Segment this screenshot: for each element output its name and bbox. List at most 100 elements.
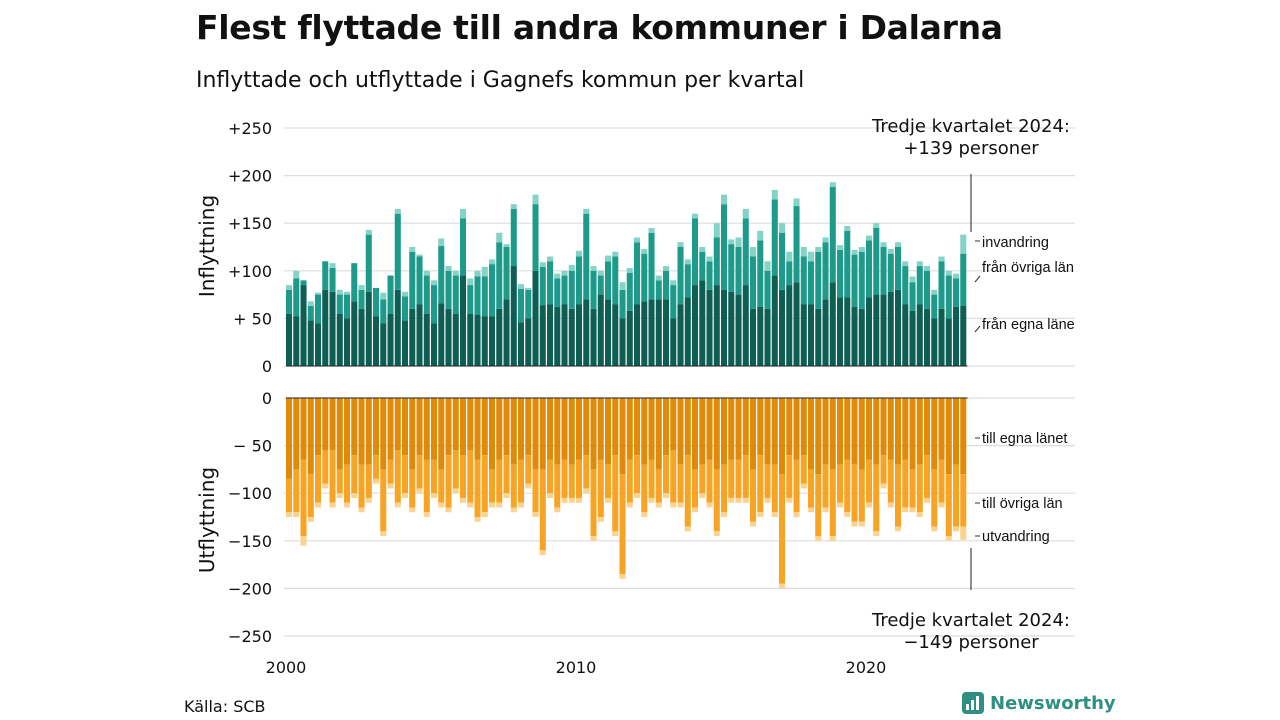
bar-out-own	[365, 398, 372, 465]
bar-in-other	[510, 208, 517, 267]
series-label-in: från egna läne	[982, 317, 1075, 333]
bar-in-abroad	[953, 273, 960, 279]
bar-out-own	[887, 398, 894, 460]
bar-out-own	[452, 398, 459, 451]
bar-out-other	[771, 464, 778, 513]
bar-in-own	[779, 289, 786, 366]
bar-out-own	[750, 398, 757, 470]
bar-out-abroad	[938, 502, 945, 508]
brand-logo-block[interactable]: Newsworthy	[962, 692, 1116, 714]
bar-out-abroad	[619, 574, 626, 579]
bar-out-other	[416, 455, 423, 489]
bar-in-other	[750, 256, 757, 309]
bar-out-abroad	[953, 526, 960, 532]
bar-out-own	[924, 398, 931, 456]
bar-in-abroad	[336, 289, 343, 295]
bar-out-own	[641, 398, 648, 465]
bar-in-own	[699, 280, 706, 366]
bar-out-abroad	[786, 497, 793, 503]
bar-in-other	[481, 276, 488, 317]
bar-in-other	[786, 261, 793, 286]
bar-in-abroad	[344, 291, 351, 295]
bar-out-abroad	[793, 512, 800, 517]
bar-in-abroad	[554, 273, 561, 279]
bar-out-abroad	[518, 502, 525, 508]
bar-in-other	[771, 199, 778, 276]
bar-in-own	[880, 294, 887, 366]
bar-out-own	[568, 398, 575, 465]
bar-in-own	[293, 316, 300, 366]
bar-out-abroad	[808, 507, 815, 513]
bar-out-other	[786, 455, 793, 498]
bar-out-own	[496, 398, 503, 460]
bar-in-other	[757, 240, 764, 307]
bar-out-other	[960, 474, 967, 527]
bar-in-own	[373, 316, 380, 366]
bar-out-own	[445, 398, 452, 456]
bar-out-abroad	[909, 507, 916, 513]
bar-in-abroad	[452, 270, 459, 276]
bar-out-other	[866, 459, 873, 503]
bar-in-abroad	[605, 255, 612, 262]
bar-in-abroad	[887, 248, 894, 254]
bar-out-other	[692, 469, 699, 508]
bar-out-own	[358, 398, 365, 465]
bar-out-other	[597, 459, 604, 517]
bar-in-other	[721, 204, 728, 290]
bar-out-other	[576, 459, 583, 498]
bar-out-other	[554, 464, 561, 508]
bar-out-abroad	[358, 507, 365, 513]
bar-out-abroad	[315, 502, 322, 508]
bar-out-other	[815, 474, 822, 537]
bar-in-other	[808, 261, 815, 305]
bar-in-abroad	[489, 259, 496, 265]
bar-out-abroad	[612, 531, 619, 537]
bar-out-own	[307, 398, 314, 475]
bar-out-abroad	[916, 512, 923, 517]
bar-out-own	[322, 398, 329, 451]
bar-in-other	[851, 254, 858, 307]
bar-out-other	[431, 459, 438, 494]
bar-out-abroad	[829, 536, 836, 541]
bar-out-own	[945, 398, 952, 475]
bar-in-other	[779, 232, 786, 290]
bar-in-other	[641, 253, 648, 302]
bar-in-own	[554, 306, 561, 366]
bar-out-other	[873, 464, 880, 532]
bar-out-abroad	[866, 502, 873, 508]
bar-in-abroad	[808, 251, 815, 262]
bar-in-own	[474, 314, 481, 366]
bar-out-other	[300, 459, 307, 537]
bar-out-abroad	[583, 488, 590, 494]
x-tick-label: 2010	[556, 658, 597, 677]
bar-in-other	[489, 264, 496, 317]
bar-out-own	[315, 398, 322, 456]
bar-in-abroad	[706, 256, 713, 262]
bar-out-other	[887, 459, 894, 503]
bar-in-own	[576, 304, 583, 366]
bar-in-other	[677, 247, 684, 305]
bar-in-own	[916, 304, 923, 366]
bar-in-own	[873, 294, 880, 366]
bar-in-abroad	[713, 223, 720, 238]
bar-out-other	[373, 455, 380, 479]
bar-in-abroad	[699, 247, 706, 252]
bar-out-abroad	[684, 526, 691, 532]
bar-out-own	[286, 398, 293, 479]
bar-in-other	[960, 253, 967, 307]
bar-out-other	[315, 455, 322, 503]
bar-in-other	[597, 275, 604, 295]
bar-in-own	[924, 308, 931, 366]
bar-out-own	[510, 398, 517, 465]
bar-in-other	[909, 282, 916, 311]
bar-in-abroad	[597, 270, 604, 276]
series-label-out: till egna länet	[982, 431, 1067, 447]
bar-out-own	[648, 398, 655, 460]
bar-in-own	[460, 275, 467, 366]
bar-out-own	[489, 398, 496, 470]
bar-in-abroad	[576, 250, 583, 257]
bar-out-other	[423, 459, 430, 513]
bar-out-abroad	[293, 512, 300, 517]
bar-out-own	[380, 398, 387, 470]
bar-out-own	[474, 398, 481, 460]
